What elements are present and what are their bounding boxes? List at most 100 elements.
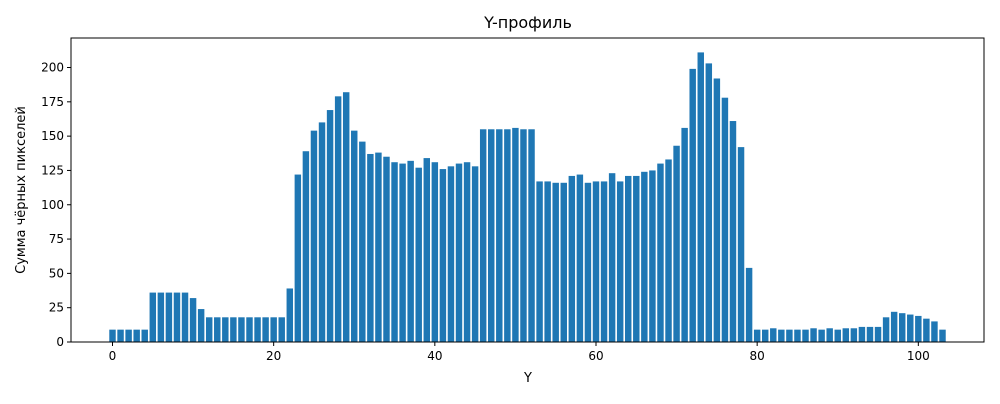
- bar-y-73: [697, 52, 704, 342]
- bar-y-37: [407, 160, 414, 342]
- bar-y-28: [334, 96, 342, 342]
- y-tick-label: 200: [41, 61, 64, 75]
- bar-y-20: [270, 317, 277, 342]
- y-axis: 0 25 50 75 100 125 150 175 200: [41, 61, 71, 349]
- bar-y-62: [608, 173, 616, 342]
- x-tick-label: 0: [109, 349, 117, 363]
- bar-y-80: [753, 329, 761, 342]
- bar-y-89: [826, 328, 833, 342]
- bar-y-100: [915, 315, 922, 342]
- bar-y-14: [222, 317, 229, 342]
- bar-y-101: [923, 318, 930, 342]
- bar-y-72: [689, 68, 696, 342]
- bar-y-52: [528, 129, 535, 342]
- bar-y-7: [165, 292, 173, 342]
- bar-y-64: [625, 175, 632, 342]
- bar-y-91: [842, 328, 850, 342]
- bars-group: [109, 52, 946, 343]
- bar-y-102: [931, 321, 938, 342]
- bar-y-48: [496, 129, 503, 342]
- bar-y-47: [488, 129, 495, 342]
- bar-y-66: [641, 171, 648, 342]
- bar-y-43: [455, 163, 463, 342]
- bar-y-1: [117, 329, 124, 342]
- y-tick-label: 100: [41, 198, 64, 212]
- bar-y-22: [286, 288, 294, 342]
- y-tick-label: 125: [41, 163, 64, 177]
- bar-y-35: [391, 162, 398, 342]
- bar-y-18: [254, 317, 261, 342]
- bar-y-44: [463, 162, 471, 342]
- x-tick-label: 40: [427, 349, 442, 363]
- bar-y-90: [834, 329, 841, 342]
- bar-y-67: [649, 170, 656, 342]
- bar-y-50: [512, 127, 519, 343]
- bar-y-40: [431, 162, 439, 342]
- bar-y-53: [536, 181, 543, 342]
- bar-y-59: [584, 182, 592, 342]
- y-tick-label: 75: [49, 232, 64, 246]
- bar-y-6: [157, 292, 165, 342]
- bar-y-4: [141, 329, 148, 342]
- bar-y-76: [721, 97, 729, 342]
- bar-y-30: [351, 130, 358, 342]
- bar-y-34: [383, 156, 390, 342]
- bar-y-42: [447, 166, 455, 342]
- y-tick-label: 150: [41, 129, 64, 143]
- y-axis-label: Сумма чёрных пикселей: [14, 106, 29, 274]
- bar-y-96: [882, 317, 890, 342]
- bar-y-65: [633, 175, 640, 342]
- bar-y-39: [423, 158, 430, 342]
- bar-y-5: [149, 292, 157, 342]
- y-tick-label: 0: [56, 335, 64, 349]
- y-tick-label: 25: [49, 301, 64, 315]
- bar-y-29: [342, 92, 350, 343]
- bar-y-46: [479, 129, 487, 342]
- bar-y-94: [866, 326, 874, 342]
- bar-y-55: [552, 182, 559, 342]
- bar-y-83: [778, 329, 785, 342]
- bar-y-58: [576, 174, 584, 342]
- bar-y-82: [770, 328, 777, 342]
- bar-y-23: [294, 174, 302, 342]
- bar-y-8: [173, 292, 181, 342]
- bar-y-27: [326, 110, 334, 342]
- x-tick-label: 100: [907, 349, 930, 363]
- bar-y-93: [858, 326, 866, 342]
- bar-y-85: [794, 329, 801, 342]
- bar-y-97: [890, 311, 898, 342]
- bar-y-56: [560, 182, 567, 342]
- bar-y-38: [415, 167, 422, 342]
- bar-y-11: [197, 309, 205, 342]
- bar-y-70: [673, 145, 680, 342]
- bar-y-21: [278, 317, 285, 342]
- x-tick-label: 20: [266, 349, 281, 363]
- bar-y-3: [133, 329, 140, 342]
- bar-y-16: [238, 317, 245, 342]
- bar-y-86: [802, 329, 809, 342]
- bar-y-19: [262, 317, 269, 342]
- x-tick-label: 80: [750, 349, 765, 363]
- bar-y-84: [786, 329, 793, 342]
- bar-y-45: [471, 166, 479, 342]
- bar-y-92: [850, 328, 858, 342]
- bar-y-36: [399, 163, 406, 342]
- bar-y-2: [125, 329, 132, 342]
- y-tick-label: 50: [49, 266, 64, 280]
- bar-y-68: [657, 163, 664, 342]
- bar-y-12: [205, 317, 213, 342]
- bar-y-60: [592, 181, 600, 342]
- bar-y-57: [568, 175, 576, 342]
- bar-y-61: [600, 181, 608, 342]
- x-tick-label: 60: [588, 349, 603, 363]
- bar-y-31: [359, 141, 366, 342]
- plot-frame: [70, 37, 985, 343]
- bar-y-77: [729, 121, 737, 342]
- bar-y-24: [302, 151, 310, 342]
- bar-y-95: [874, 326, 882, 342]
- x-axis-label: Y: [523, 371, 532, 386]
- bar-y-0: [109, 329, 116, 342]
- bar-y-49: [504, 129, 511, 342]
- bar-y-32: [367, 153, 374, 342]
